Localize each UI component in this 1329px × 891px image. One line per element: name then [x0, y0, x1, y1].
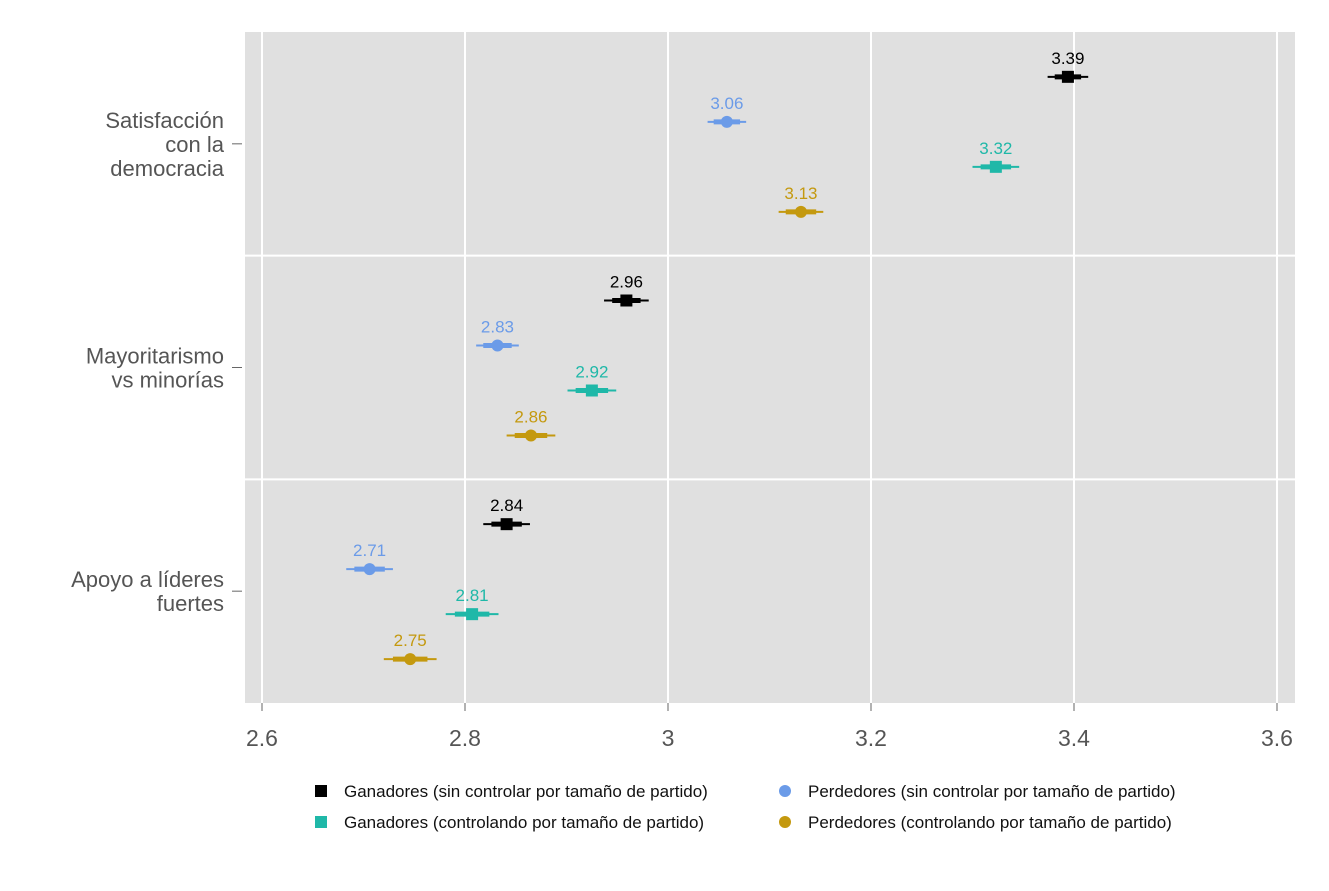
data-point-circle: [524, 429, 537, 442]
data-label: 3.13: [784, 184, 817, 203]
data-point-circle: [404, 653, 417, 666]
legend-square-marker: [315, 816, 327, 828]
data-point-square: [620, 294, 633, 307]
x-tick-label: 3.2: [855, 725, 887, 751]
y-tick-label: vs minorías: [112, 368, 224, 393]
legend-item: Ganadores (controlando por tamaño de par…: [315, 813, 704, 832]
legend-label: Perdedores (controlando por tamaño de pa…: [808, 813, 1172, 832]
legend-circle-marker: [779, 785, 791, 797]
data-label: 3.06: [710, 94, 743, 113]
x-tick-label: 3: [662, 725, 675, 751]
data-label: 2.84: [490, 496, 523, 515]
data-label: 3.32: [979, 139, 1012, 158]
series-2: 3.32 2.92 2.81: [445, 139, 1020, 621]
data-point-square: [585, 384, 598, 397]
data-label: 2.92: [575, 363, 608, 382]
legend-item: Ganadores (sin controlar por tamaño de p…: [315, 782, 708, 801]
x-tick-label: 2.8: [449, 725, 481, 751]
y-tick-label: Apoyo a líderes: [71, 567, 224, 592]
data-point-circle: [363, 563, 376, 576]
series-3: 3.13 2.86 2.75: [383, 184, 824, 666]
series-0: 3.39 2.96 2.84: [483, 49, 1089, 531]
data-label: 2.86: [514, 408, 547, 427]
legend-item: Perdedores (sin controlar por tamaño de …: [779, 782, 1176, 801]
legend-label: Perdedores (sin controlar por tamaño de …: [808, 782, 1176, 801]
data-point-square: [989, 160, 1002, 173]
data-point-circle: [720, 115, 733, 128]
x-tick-label: 2.6: [246, 725, 278, 751]
data-label: 2.83: [481, 318, 514, 337]
x-tick-label: 3.4: [1058, 725, 1090, 751]
y-tick-label: Satisfacción: [105, 108, 224, 133]
plot-background: [245, 32, 1295, 703]
y-tick-label: Mayoritarismo: [86, 344, 224, 369]
data-label: 2.75: [394, 631, 427, 650]
legend-item: Perdedores (controlando por tamaño de pa…: [779, 813, 1172, 832]
legend-square-marker: [315, 785, 327, 797]
legend-label: Ganadores (sin controlar por tamaño de p…: [344, 782, 708, 801]
y-tick-label: con la: [165, 132, 224, 157]
data-point-circle: [794, 205, 807, 218]
legend-circle-marker: [779, 816, 791, 828]
data-label: 2.96: [610, 273, 643, 292]
legend-label: Ganadores (controlando por tamaño de par…: [344, 813, 704, 832]
x-tick-label: 3.6: [1261, 725, 1293, 751]
data-point-circle: [491, 339, 504, 352]
data-label: 2.81: [456, 586, 489, 605]
data-label: 3.39: [1051, 49, 1084, 68]
data-point-square: [500, 518, 513, 531]
data-label: 2.71: [353, 541, 386, 560]
y-tick-label: democracia: [110, 156, 224, 181]
y-tick-label: fuertes: [157, 591, 224, 616]
series-1: 3.06 2.83 2.71: [346, 94, 747, 576]
data-point-square: [466, 608, 479, 621]
data-point-square: [1061, 70, 1074, 83]
